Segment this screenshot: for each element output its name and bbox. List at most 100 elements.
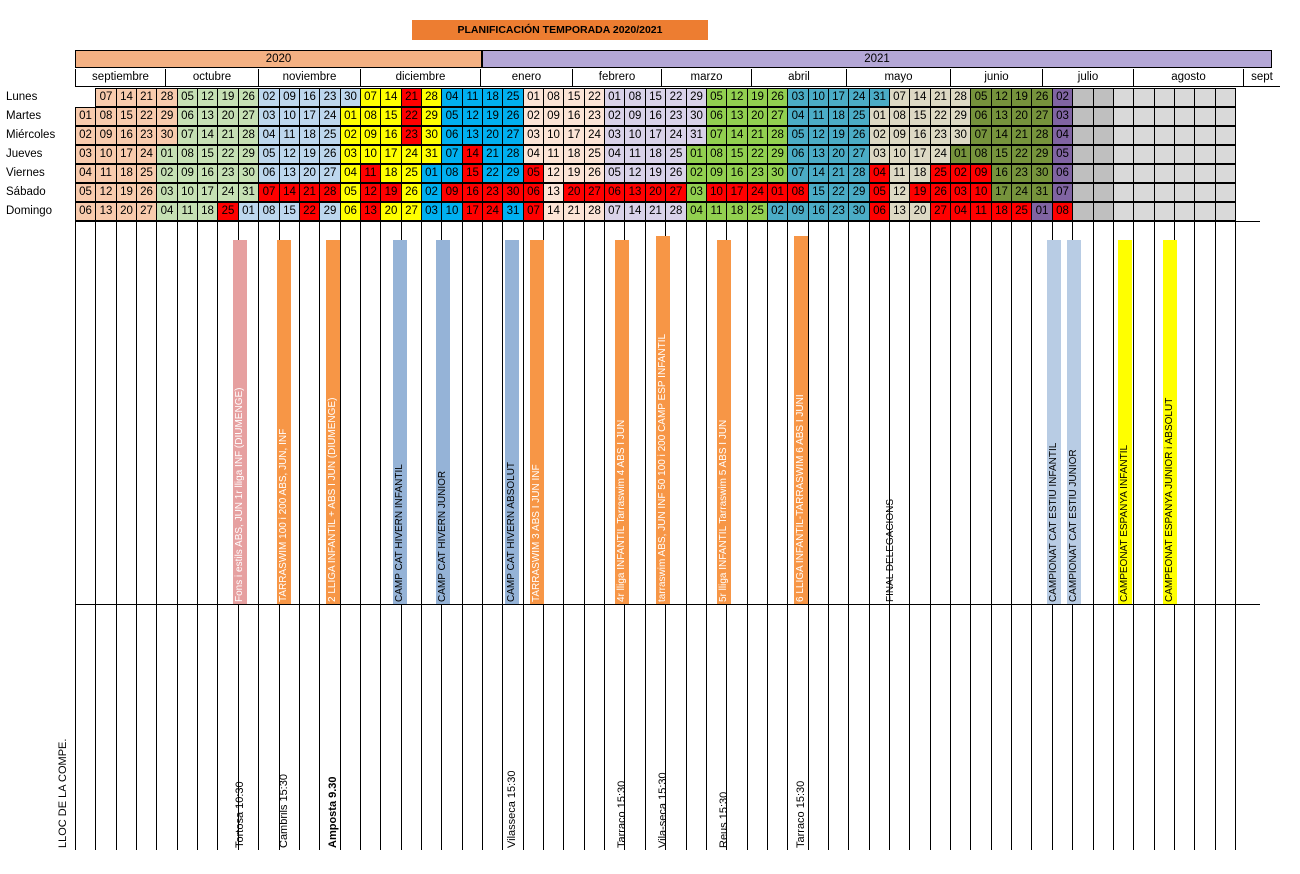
day-cell: 08 — [889, 107, 910, 126]
day-cell: 28 — [238, 126, 259, 145]
grid-line — [258, 221, 259, 850]
grid-line — [1194, 221, 1195, 850]
day-cell: 09 — [177, 164, 198, 183]
day-cell: 15 — [563, 88, 585, 107]
day-cell: 19 — [828, 126, 849, 145]
empty-day-cell — [1113, 88, 1134, 107]
day-cell: 16 — [645, 107, 666, 126]
grid-line — [645, 221, 646, 850]
day-cell: 19 — [482, 107, 503, 126]
day-cell: 08 — [360, 107, 381, 126]
empty-day-cell — [1174, 88, 1195, 107]
day-cell: 04 — [787, 107, 809, 126]
grid-line — [584, 221, 585, 850]
day-cell: 21 — [482, 145, 503, 164]
day-cell: 13 — [889, 202, 910, 221]
competition-label: TARRASWIM 100 i 200 ABS, JUN, INF — [278, 428, 289, 602]
day-cell: 01 — [523, 88, 544, 107]
day-cell: 24 — [217, 183, 239, 202]
grid-line — [340, 221, 341, 850]
competition-label: 5r lliga INFANTIL Tarraswim 5 ABS I JUN — [718, 419, 729, 602]
day-cell: 07 — [177, 126, 198, 145]
day-cell: 26 — [584, 164, 605, 183]
day-cell: 01 — [950, 145, 971, 164]
month-header-diciembre: diciembre — [360, 69, 480, 87]
day-cell: 26 — [319, 145, 341, 164]
empty-day-cell — [1133, 126, 1155, 145]
day-cell: 01 — [686, 145, 707, 164]
day-cell: 10 — [279, 107, 300, 126]
day-cell: 03 — [787, 88, 809, 107]
day-cell: 11 — [808, 107, 829, 126]
day-cell: 23 — [930, 126, 951, 145]
day-cell: 23 — [401, 126, 422, 145]
day-cell: 26 — [665, 164, 687, 183]
month-header-noviembre: noviembre — [258, 69, 360, 87]
day-cell: 17 — [563, 126, 585, 145]
month-header-abril: abril — [751, 69, 846, 87]
competition-label: tarraswim ABS, JUN INF 50 100 i 200 CAMP… — [657, 333, 668, 602]
empty-day-cell — [1072, 145, 1094, 164]
day-cell: 19 — [1011, 88, 1032, 107]
day-cell: 23 — [747, 164, 768, 183]
grid-line — [787, 221, 788, 850]
day-cell: 09 — [889, 126, 910, 145]
day-cell: 19 — [645, 164, 666, 183]
day-cell: 25 — [401, 164, 422, 183]
day-cell: 22 — [401, 107, 422, 126]
day-cell: 17 — [299, 107, 320, 126]
day-cell: 15 — [462, 164, 483, 183]
competition-bar: 2 LLIGA INFANTIL + ABS I JUN (DIUMENGE) — [326, 240, 340, 604]
day-cell: 03 — [75, 145, 96, 164]
empty-day-cell — [1072, 107, 1094, 126]
empty-day-cell — [1093, 107, 1114, 126]
day-cell: 05 — [869, 183, 890, 202]
grid-line — [706, 221, 707, 850]
day-cell: 21 — [930, 88, 951, 107]
day-cell: 14 — [279, 183, 300, 202]
empty-day-cell — [1072, 164, 1094, 183]
day-cell: 15 — [116, 107, 137, 126]
day-cell: 06 — [258, 164, 280, 183]
empty-day-cell — [1113, 183, 1134, 202]
day-cell: 18 — [909, 164, 931, 183]
day-cell: 19 — [116, 183, 137, 202]
grid-line — [380, 221, 381, 850]
day-cell: 30 — [340, 88, 361, 107]
day-cell: 02 — [258, 88, 280, 107]
day-cell: 13 — [991, 107, 1012, 126]
day-cell: 07 — [889, 88, 910, 107]
day-cell: 13 — [462, 126, 483, 145]
day-cell: 26 — [238, 88, 259, 107]
day-cell: 30 — [421, 126, 442, 145]
empty-day-cell — [1194, 88, 1216, 107]
day-cell: 08 — [1052, 202, 1073, 221]
day-cell: 19 — [909, 183, 931, 202]
day-cell: 13 — [808, 145, 829, 164]
empty-day-cell — [1072, 88, 1094, 107]
day-cell: 07 — [1052, 183, 1073, 202]
day-cell: 29 — [502, 164, 524, 183]
grid-line — [950, 221, 951, 850]
day-cell: 29 — [848, 183, 870, 202]
day-cell: 25 — [930, 164, 951, 183]
competition-label: Fons i estils ABS, JUN 1r lliga INF (DIU… — [234, 387, 245, 602]
day-cell: 16 — [197, 164, 218, 183]
day-cell: 25 — [584, 145, 605, 164]
day-cell: 10 — [624, 126, 646, 145]
grid-line — [970, 221, 971, 850]
day-cell: 02 — [421, 183, 442, 202]
day-cell: 04 — [869, 164, 890, 183]
day-cell: 16 — [726, 164, 748, 183]
day-cell: 05 — [340, 183, 361, 202]
day-cell: 03 — [869, 145, 890, 164]
day-cell: 22 — [584, 88, 605, 107]
day-cell: 24 — [1011, 183, 1032, 202]
day-cell: 14 — [909, 88, 931, 107]
day-cell: 06 — [177, 107, 198, 126]
day-cell: 09 — [441, 183, 463, 202]
competition-bar: FINAL DELEGACIONS — [884, 240, 898, 604]
day-cell: 08 — [970, 145, 992, 164]
day-cell: 24 — [665, 126, 687, 145]
day-cell: 02 — [75, 126, 96, 145]
